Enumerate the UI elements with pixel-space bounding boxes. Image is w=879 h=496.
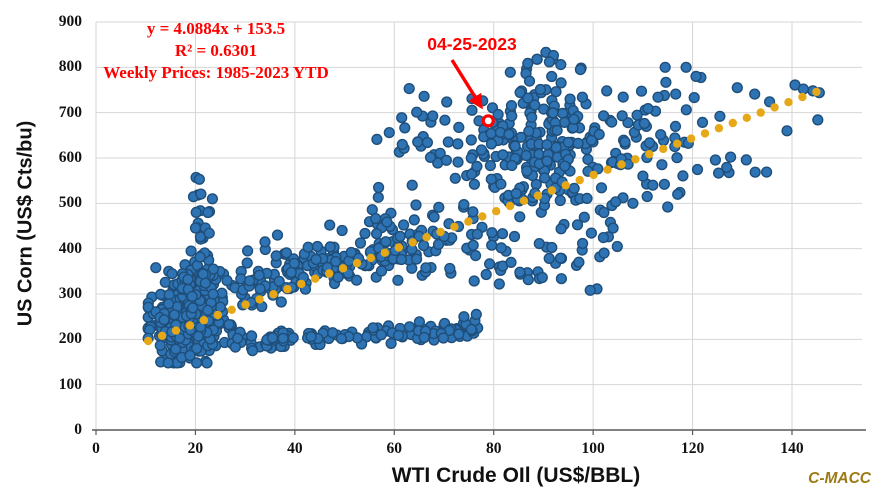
- y-tick-label: 600: [58, 149, 82, 166]
- callout-date-label: 04-25-2023: [427, 34, 517, 54]
- x-tick-label: 40: [287, 440, 303, 457]
- highlight-marker: [481, 114, 495, 128]
- x-tick-label: 120: [680, 440, 705, 457]
- series-label: Weekly Prices: 1985-2023 YTD: [103, 63, 329, 82]
- x-tick-label: 80: [485, 440, 502, 457]
- y-tick-label: 100: [58, 375, 82, 393]
- y-tick-label: 500: [58, 194, 82, 212]
- x-tick-label: 100: [581, 440, 605, 457]
- trendline-dots: [144, 87, 821, 346]
- scatter-points: [142, 46, 825, 369]
- watermark-logo: C-MACC: [808, 470, 871, 487]
- x-tick-label: 20: [187, 440, 204, 457]
- regression-r-squared: R² = 0.6301: [174, 41, 258, 60]
- y-tick-label: 300: [58, 285, 82, 302]
- x-axis-title: WTI Crude OIl (US$/BBL): [391, 464, 641, 487]
- y-tick-label: 900: [58, 13, 82, 30]
- y-tick-label: 200: [58, 330, 82, 348]
- y-tick-label: 400: [58, 239, 82, 257]
- regression-equation: y = 4.0884x + 153.5: [146, 19, 286, 38]
- regression-annotation: y = 4.0884x + 153.5 R² = 0.6301 Weekly P…: [82, 18, 350, 84]
- y-tick-label: 0: [74, 421, 82, 438]
- y-tick-label: 700: [58, 103, 82, 121]
- y-tick-label: 800: [58, 58, 82, 76]
- gridlines: [95, 21, 862, 430]
- axis-lines: [92, 429, 866, 435]
- x-tick-label: 60: [386, 440, 403, 457]
- x-tick-label: 0: [92, 440, 100, 457]
- x-tick-label: 140: [780, 440, 804, 457]
- y-axis-title: US Corn (US$ Cts/bu): [14, 120, 37, 327]
- callout-arrow-icon: [450, 59, 483, 110]
